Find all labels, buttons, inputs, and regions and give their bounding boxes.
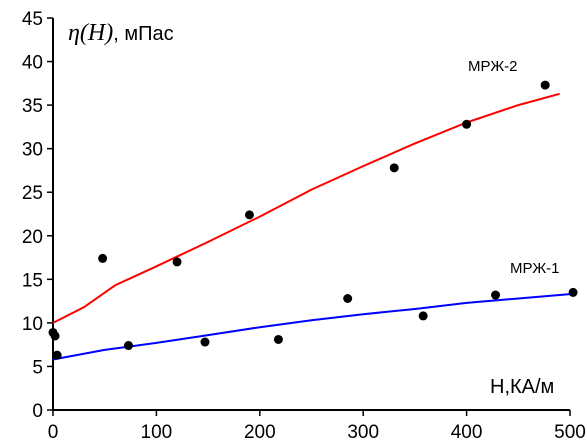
fit-line-series-1 bbox=[52, 92, 560, 324]
y-tick-label: 40 bbox=[22, 53, 43, 74]
x-tick-label: 200 bbox=[244, 422, 276, 443]
y-ticks: 0 5 10 15 20 25 30 35 40 45 bbox=[22, 9, 53, 422]
data-point bbox=[540, 80, 550, 90]
data-point bbox=[244, 210, 254, 220]
x-tick-label: 400 bbox=[451, 422, 483, 443]
data-point bbox=[52, 350, 62, 360]
x-tick-label: 300 bbox=[347, 422, 379, 443]
y-axis-unit: , мПас bbox=[113, 23, 173, 45]
data-point bbox=[98, 253, 108, 263]
x-ticks: 0 100 200 300 400 500 bbox=[48, 410, 586, 443]
y-axis-symbol: η(H) bbox=[68, 20, 113, 46]
data-point bbox=[50, 331, 60, 341]
data-point bbox=[389, 163, 399, 173]
y-tick-label: 45 bbox=[22, 9, 43, 30]
axes bbox=[52, 18, 570, 411]
x-axis-label: H,КА/м bbox=[490, 376, 554, 398]
data-point bbox=[568, 287, 578, 297]
data-point bbox=[418, 311, 428, 321]
y-tick-label: 25 bbox=[22, 183, 43, 204]
y-tick-label: 5 bbox=[32, 357, 43, 378]
series-label-mrzh-2: МРЖ-2 bbox=[468, 58, 518, 75]
data-point bbox=[200, 337, 210, 347]
data-points bbox=[48, 80, 578, 360]
fit-line-series-2 bbox=[52, 293, 571, 361]
fit-lines bbox=[52, 92, 571, 361]
data-point bbox=[491, 290, 501, 300]
y-tick-label: 0 bbox=[32, 401, 43, 422]
y-tick-label: 35 bbox=[22, 96, 43, 117]
y-tick-label: 15 bbox=[22, 270, 43, 291]
data-point bbox=[273, 334, 283, 344]
y-tick-label: 30 bbox=[22, 140, 43, 161]
series-label-mrzh-1: МРЖ-1 bbox=[510, 260, 560, 277]
data-point bbox=[462, 119, 472, 129]
x-tick-label: 100 bbox=[141, 422, 173, 443]
x-tick-label: 0 bbox=[48, 422, 59, 443]
y-tick-label: 20 bbox=[22, 227, 43, 248]
y-tick-label: 10 bbox=[22, 314, 43, 335]
data-point bbox=[172, 257, 182, 267]
x-tick-label: 500 bbox=[554, 422, 586, 443]
y-axis-label: η(H), мПас bbox=[68, 20, 174, 46]
data-point bbox=[123, 341, 133, 351]
data-point bbox=[343, 293, 353, 303]
